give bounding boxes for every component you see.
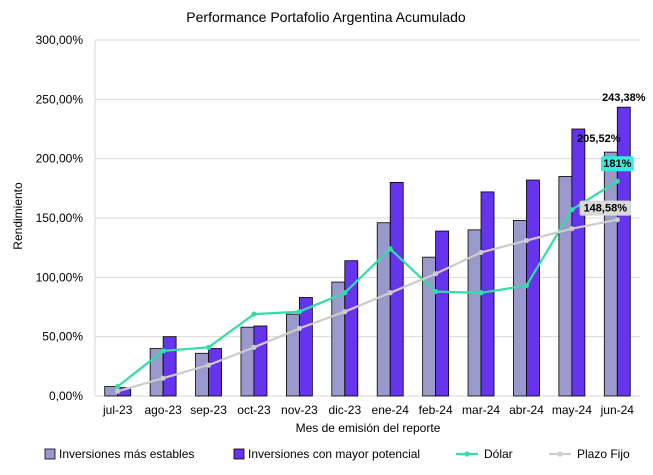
data-labels: 243,38% 205,52% 181% 148,58%: [577, 92, 646, 216]
x-tick-label: feb-24: [419, 403, 453, 417]
bar: [253, 325, 268, 397]
y-tick-label: 250,00%: [36, 92, 84, 106]
line-point: [115, 388, 121, 394]
line-point: [433, 271, 439, 277]
legend-label: Dólar: [484, 447, 513, 461]
line-point: [296, 309, 302, 315]
x-tick-label: dic-23: [328, 403, 361, 417]
y-tick-label: 150,00%: [36, 211, 84, 225]
x-tick-label: ago-23: [144, 403, 182, 417]
legend-swatch: [233, 448, 245, 460]
bar: [240, 326, 255, 397]
bar: [195, 352, 209, 397]
y-axis-label: Rendimiento: [11, 182, 25, 250]
gridlines: [94, 39, 640, 397]
bar: [285, 313, 300, 397]
line-point: [387, 290, 393, 296]
legend-label: Inversiones con mayor potencial: [248, 447, 420, 461]
line-point: [342, 290, 348, 296]
bar: [331, 281, 346, 397]
x-tick-label: may-24: [552, 403, 592, 417]
line-point: [160, 348, 166, 354]
y-tick-label: 200,00%: [36, 152, 84, 166]
x-tick-label: abr-24: [509, 403, 544, 417]
x-tick-label: ene-24: [372, 403, 410, 417]
line-point: [478, 290, 484, 296]
legend-label: Inversiones más estables: [59, 447, 194, 461]
x-axis-label: Mes de emisión del reporte: [296, 421, 441, 435]
y-tick-labels: 0,00% 50,00% 100,00% 150,00% 200,00% 250,00% 3…: [36, 33, 84, 403]
bar: [435, 230, 450, 397]
line-point: [523, 283, 530, 289]
line-point: [614, 217, 620, 223]
y-tick-label: 0,00%: [49, 389, 83, 403]
x-tick-label: jun-24: [600, 403, 635, 417]
line-point: [387, 246, 393, 252]
bar: [571, 128, 586, 397]
series-line: [117, 180, 618, 388]
bar: [616, 106, 631, 397]
legend-label: Plazo Fijo: [577, 447, 630, 461]
x-tick-label: jul-23: [102, 403, 133, 417]
bar: [162, 336, 177, 397]
x-tick-label: oct-23: [237, 403, 271, 417]
line-point: [523, 237, 530, 244]
line-point: [569, 207, 575, 213]
legend: Inversiones más estables Inversiones con …: [44, 447, 630, 461]
y-tick-label: 300,00%: [36, 33, 84, 47]
x-tick-label: nov-23: [281, 403, 318, 417]
line-point: [205, 344, 212, 350]
legend-swatch: [44, 448, 56, 460]
bar: [526, 179, 540, 397]
data-label: 243,38%: [602, 92, 646, 104]
line-point: [115, 383, 121, 390]
data-label-background: [579, 200, 631, 216]
bar: [298, 297, 313, 397]
line-point: [160, 375, 166, 381]
chart-title: Performance Portafolio Argentina Acumula…: [186, 9, 466, 25]
bar: [344, 260, 359, 397]
line-point: [569, 226, 575, 232]
data-label: 205,52%: [577, 133, 621, 145]
y-tick-label: 100,00%: [36, 270, 84, 284]
data-label-background: [600, 156, 634, 172]
series-line: [117, 218, 618, 393]
line-point: [205, 362, 212, 368]
bar-series: [104, 106, 631, 397]
legend-marker: [557, 451, 563, 457]
legend-marker: [464, 451, 470, 457]
bar: [208, 348, 222, 397]
y-tick-label: 50,00%: [42, 330, 83, 344]
line-point: [251, 344, 257, 350]
line-point: [478, 249, 484, 256]
x-tick-labels: jul-23 ago-23 sep-23 oct-23 nov-23 dic-23 ene-…: [102, 403, 634, 417]
line-point: [614, 178, 620, 184]
line-series: [115, 178, 620, 394]
line-point: [296, 325, 302, 331]
x-tick-label: sep-23: [190, 403, 227, 417]
line-point: [433, 288, 439, 295]
line-point: [342, 309, 348, 315]
bar: [513, 219, 527, 397]
data-label: 148,58%: [584, 203, 628, 215]
line-point: [251, 311, 257, 317]
data-label: 181%: [603, 158, 631, 170]
x-tick-label: mar-24: [462, 403, 500, 417]
